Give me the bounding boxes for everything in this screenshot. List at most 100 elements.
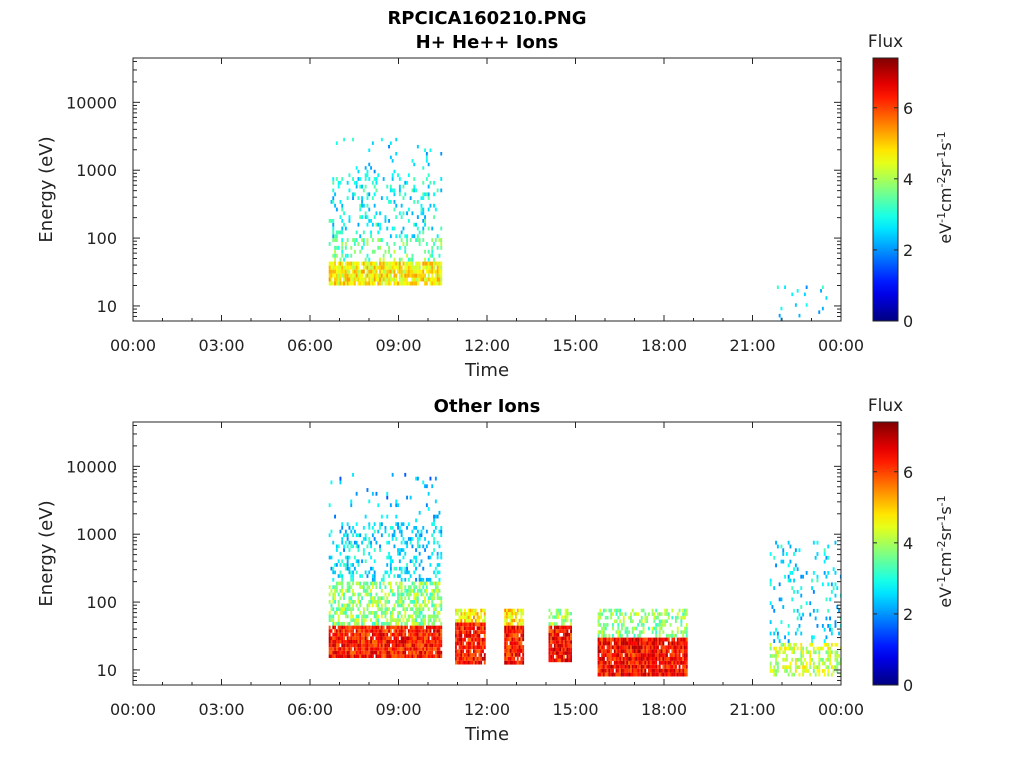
flux-cell [775, 646, 777, 651]
flux-cell [597, 612, 600, 616]
flux-cell [429, 261, 432, 266]
flux-cell [773, 639, 776, 643]
flux-cell [604, 608, 607, 613]
flux-cell [455, 626, 457, 631]
flux-cell [599, 660, 602, 665]
flux-cell [438, 529, 441, 534]
flux-cell [379, 544, 381, 549]
flux-cell [664, 660, 667, 665]
flux-cell [391, 472, 394, 477]
flux-cell [615, 608, 618, 613]
flux-cell [601, 653, 604, 657]
flux-cell [422, 621, 425, 626]
flux-cell [460, 656, 463, 661]
flux-cell [648, 641, 650, 646]
flux-cell [619, 672, 622, 677]
flux-cell [350, 611, 353, 615]
flux-cell [640, 653, 643, 657]
flux-cell [515, 625, 517, 630]
flux-cell [357, 222, 360, 227]
flux-cell [343, 563, 345, 567]
flux-cell [622, 619, 625, 624]
flux-cell [339, 647, 342, 651]
flux-cell [818, 665, 821, 669]
flux-cell [805, 665, 808, 669]
flux-cell [341, 574, 344, 578]
flux-cell [617, 645, 620, 650]
flux-cell [386, 226, 389, 231]
flux-cell [366, 261, 369, 266]
flux-cell [368, 600, 371, 604]
flux-cell [422, 614, 425, 619]
flux-cell [384, 629, 387, 633]
flux-cell [420, 533, 423, 538]
flux-cell [467, 649, 470, 654]
flux-cell [456, 637, 459, 642]
flux-cell [793, 552, 795, 556]
flux-cell [398, 647, 401, 651]
flux-cell [389, 563, 392, 567]
flux-cell [513, 612, 516, 616]
flux-cell [352, 526, 354, 530]
flux-cell [816, 540, 819, 545]
flux-cell [388, 643, 390, 648]
flux-cell [420, 203, 423, 208]
flux-cell [416, 640, 419, 644]
flux-cell [335, 607, 338, 611]
flux-cell [434, 281, 437, 286]
flux-cell [411, 273, 414, 278]
flux-cell [377, 265, 380, 270]
flux-cell [350, 625, 353, 630]
flux-cell [415, 277, 417, 282]
flux-cell [684, 641, 686, 646]
flux-cell [393, 529, 396, 534]
flux-cell [420, 592, 423, 597]
flux-cell [402, 242, 405, 246]
flux-cell [406, 618, 408, 622]
flux-cell [395, 650, 398, 655]
flux-cell [411, 621, 414, 626]
flux-cell [648, 657, 650, 661]
flux-cell [818, 650, 821, 655]
flux-cell [637, 649, 640, 654]
flux-cell [339, 273, 342, 278]
flux-cell [467, 641, 470, 646]
flux-cell [341, 269, 344, 274]
flux-cell [483, 615, 486, 620]
flux-cell [353, 265, 356, 270]
flux-cell [429, 643, 432, 648]
flux-cell [371, 621, 374, 626]
flux-cell [564, 640, 567, 644]
flux-cell [409, 261, 412, 266]
flux-cell [389, 234, 392, 239]
flux-cell [348, 607, 351, 611]
flux-cell [431, 269, 434, 274]
flux-cell [341, 650, 344, 655]
flux-cell [389, 640, 392, 644]
flux-cell [796, 646, 799, 651]
flux-cell [422, 625, 425, 630]
flux-cell [436, 551, 439, 556]
flux-cell [644, 615, 647, 620]
flux-cell [671, 633, 674, 638]
flux-cell [337, 180, 340, 185]
flux-cell [382, 577, 385, 582]
flux-cell [337, 281, 340, 286]
flux-cell [346, 603, 349, 608]
flux-cell [666, 649, 668, 654]
flux-cell [413, 632, 416, 637]
flux-cell [337, 607, 340, 611]
flux-cell [402, 636, 405, 640]
flux-cell [416, 596, 419, 600]
flux-cell [375, 647, 378, 651]
flux-cell [561, 647, 563, 652]
flux-cell [382, 269, 385, 274]
flux-cell [676, 641, 679, 646]
flux-cell [639, 657, 641, 661]
flux-cell [420, 625, 423, 630]
flux-cell [395, 632, 398, 637]
flux-cell [343, 650, 345, 655]
flux-cell [465, 626, 468, 631]
flux-cell [621, 633, 623, 638]
flux-cell [386, 491, 389, 496]
